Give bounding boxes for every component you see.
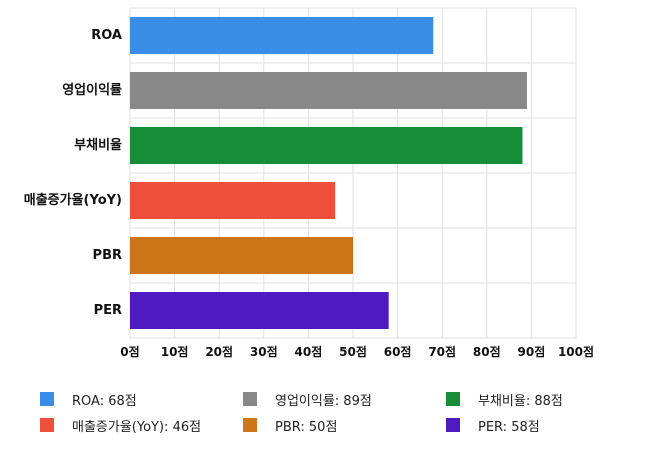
x-tick-label: 0점 <box>120 344 139 359</box>
category-label: 매출증가율(YoY) <box>24 192 122 208</box>
x-tick-label: 70점 <box>428 344 456 359</box>
gridlines <box>129 7 577 339</box>
category-label: PER <box>94 303 122 318</box>
legend-swatch <box>243 392 257 406</box>
legend-swatch <box>243 418 257 432</box>
legend-label: PBR: 50점 <box>275 419 338 435</box>
category-label: PBR <box>93 248 122 263</box>
x-tick-label: 50점 <box>339 344 367 359</box>
legend-label: 부채비율: 88점 <box>478 393 563 409</box>
x-tick-label: 90점 <box>518 344 546 359</box>
x-tick-label: 60점 <box>384 344 412 359</box>
bar <box>130 182 336 219</box>
x-tick-label: 30점 <box>250 344 278 359</box>
legend-item: PER: 58점 <box>446 416 636 435</box>
bar <box>130 17 434 54</box>
legend-swatch <box>40 418 54 432</box>
legend-item: 매출증가율(YoY): 46점 <box>40 416 243 435</box>
bar <box>130 127 523 164</box>
legend-label: ROA: 68점 <box>72 393 137 409</box>
x-tick-label: 40점 <box>295 344 323 359</box>
x-tick-label: 20점 <box>205 344 233 359</box>
x-tick-label: 100점 <box>558 344 594 359</box>
legend-label: PER: 58점 <box>478 419 540 435</box>
category-label: ROA <box>91 28 122 43</box>
legend-swatch <box>446 392 460 406</box>
x-tick-label: 10점 <box>161 344 189 359</box>
legend-item: 영업이익률: 89점 <box>243 390 446 409</box>
legend-label: 영업이익률: 89점 <box>275 393 372 409</box>
legend-item: 부채비율: 88점 <box>446 390 636 409</box>
legend-item: ROA: 68점 <box>40 390 243 409</box>
legend-swatch <box>40 392 54 406</box>
legend-item: PBR: 50점 <box>243 416 446 435</box>
category-label: 영업이익률 <box>62 82 122 98</box>
bar <box>130 237 353 274</box>
bar <box>130 292 389 329</box>
bar <box>130 72 527 109</box>
legend-label: 매출증가율(YoY): 46점 <box>72 419 202 435</box>
x-tick-label: 80점 <box>473 344 501 359</box>
legend-swatch <box>446 418 460 432</box>
category-label: 부채비율 <box>74 137 122 153</box>
